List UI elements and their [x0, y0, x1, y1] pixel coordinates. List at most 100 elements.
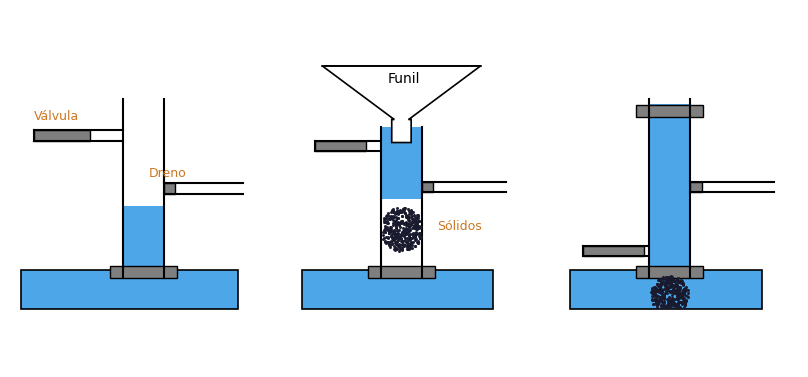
- Point: [392, 215, 405, 221]
- Point: [657, 299, 670, 305]
- Point: [659, 288, 672, 294]
- Point: [394, 236, 407, 242]
- Point: [654, 287, 667, 293]
- Point: [669, 284, 682, 290]
- Point: [671, 293, 684, 299]
- Point: [663, 277, 675, 284]
- Point: [393, 209, 406, 215]
- Point: [661, 283, 674, 289]
- Point: [663, 289, 676, 295]
- Point: [656, 274, 669, 280]
- Point: [678, 299, 691, 305]
- Point: [402, 222, 415, 228]
- Point: [667, 301, 680, 307]
- Point: [657, 276, 670, 282]
- Bar: [21, 270, 238, 308]
- Point: [387, 228, 400, 234]
- Point: [654, 297, 667, 303]
- Point: [395, 241, 408, 247]
- Point: [389, 224, 402, 230]
- Point: [667, 301, 680, 307]
- Point: [677, 297, 690, 303]
- Point: [389, 231, 402, 237]
- Point: [671, 295, 684, 301]
- Point: [411, 239, 424, 245]
- Point: [413, 218, 426, 224]
- Point: [646, 297, 659, 303]
- Point: [671, 279, 684, 285]
- Point: [663, 304, 675, 310]
- Bar: [368, 267, 435, 278]
- Point: [667, 282, 680, 288]
- Point: [398, 229, 410, 235]
- Point: [675, 277, 688, 284]
- Point: [393, 243, 406, 249]
- Point: [402, 232, 415, 238]
- Point: [672, 288, 685, 294]
- Point: [659, 290, 672, 296]
- Point: [663, 298, 676, 304]
- Point: [404, 243, 417, 249]
- Point: [665, 273, 678, 279]
- Point: [391, 210, 404, 216]
- Point: [392, 208, 405, 214]
- Point: [383, 216, 396, 222]
- Point: [389, 214, 402, 220]
- Point: [402, 233, 415, 239]
- Point: [647, 302, 660, 308]
- Point: [385, 238, 398, 244]
- Point: [409, 232, 422, 238]
- Point: [650, 302, 663, 308]
- Point: [385, 215, 398, 221]
- Point: [388, 235, 401, 241]
- Point: [666, 289, 679, 295]
- Point: [677, 285, 690, 291]
- Point: [389, 235, 402, 241]
- Point: [650, 299, 663, 305]
- Point: [667, 278, 680, 284]
- Point: [388, 229, 401, 235]
- Point: [395, 218, 408, 224]
- Point: [390, 208, 403, 214]
- Point: [654, 294, 667, 300]
- Point: [379, 225, 392, 231]
- Point: [676, 282, 689, 288]
- Point: [654, 285, 667, 291]
- Point: [675, 280, 688, 286]
- Point: [406, 245, 419, 251]
- Point: [404, 239, 417, 245]
- Point: [404, 235, 417, 241]
- Point: [396, 247, 409, 253]
- Point: [664, 297, 677, 303]
- Point: [650, 293, 663, 299]
- Point: [679, 288, 692, 294]
- Point: [414, 224, 427, 230]
- Point: [410, 220, 423, 226]
- Point: [410, 224, 423, 230]
- Point: [654, 284, 667, 290]
- Point: [673, 286, 686, 292]
- Point: [676, 280, 689, 287]
- Point: [412, 238, 425, 244]
- Point: [673, 285, 686, 291]
- Point: [381, 239, 393, 245]
- Point: [661, 284, 674, 290]
- Point: [678, 301, 691, 307]
- Point: [651, 281, 664, 287]
- Point: [649, 297, 662, 303]
- Point: [679, 286, 692, 292]
- Point: [407, 222, 420, 228]
- Point: [403, 227, 416, 233]
- Point: [647, 291, 660, 297]
- Point: [388, 235, 401, 241]
- Point: [411, 212, 424, 218]
- Point: [402, 246, 415, 252]
- Point: [679, 300, 692, 306]
- Point: [411, 240, 424, 246]
- Point: [650, 288, 663, 294]
- Point: [661, 274, 674, 280]
- Point: [663, 278, 675, 284]
- Point: [389, 239, 402, 245]
- Point: [402, 215, 415, 221]
- Point: [389, 211, 402, 217]
